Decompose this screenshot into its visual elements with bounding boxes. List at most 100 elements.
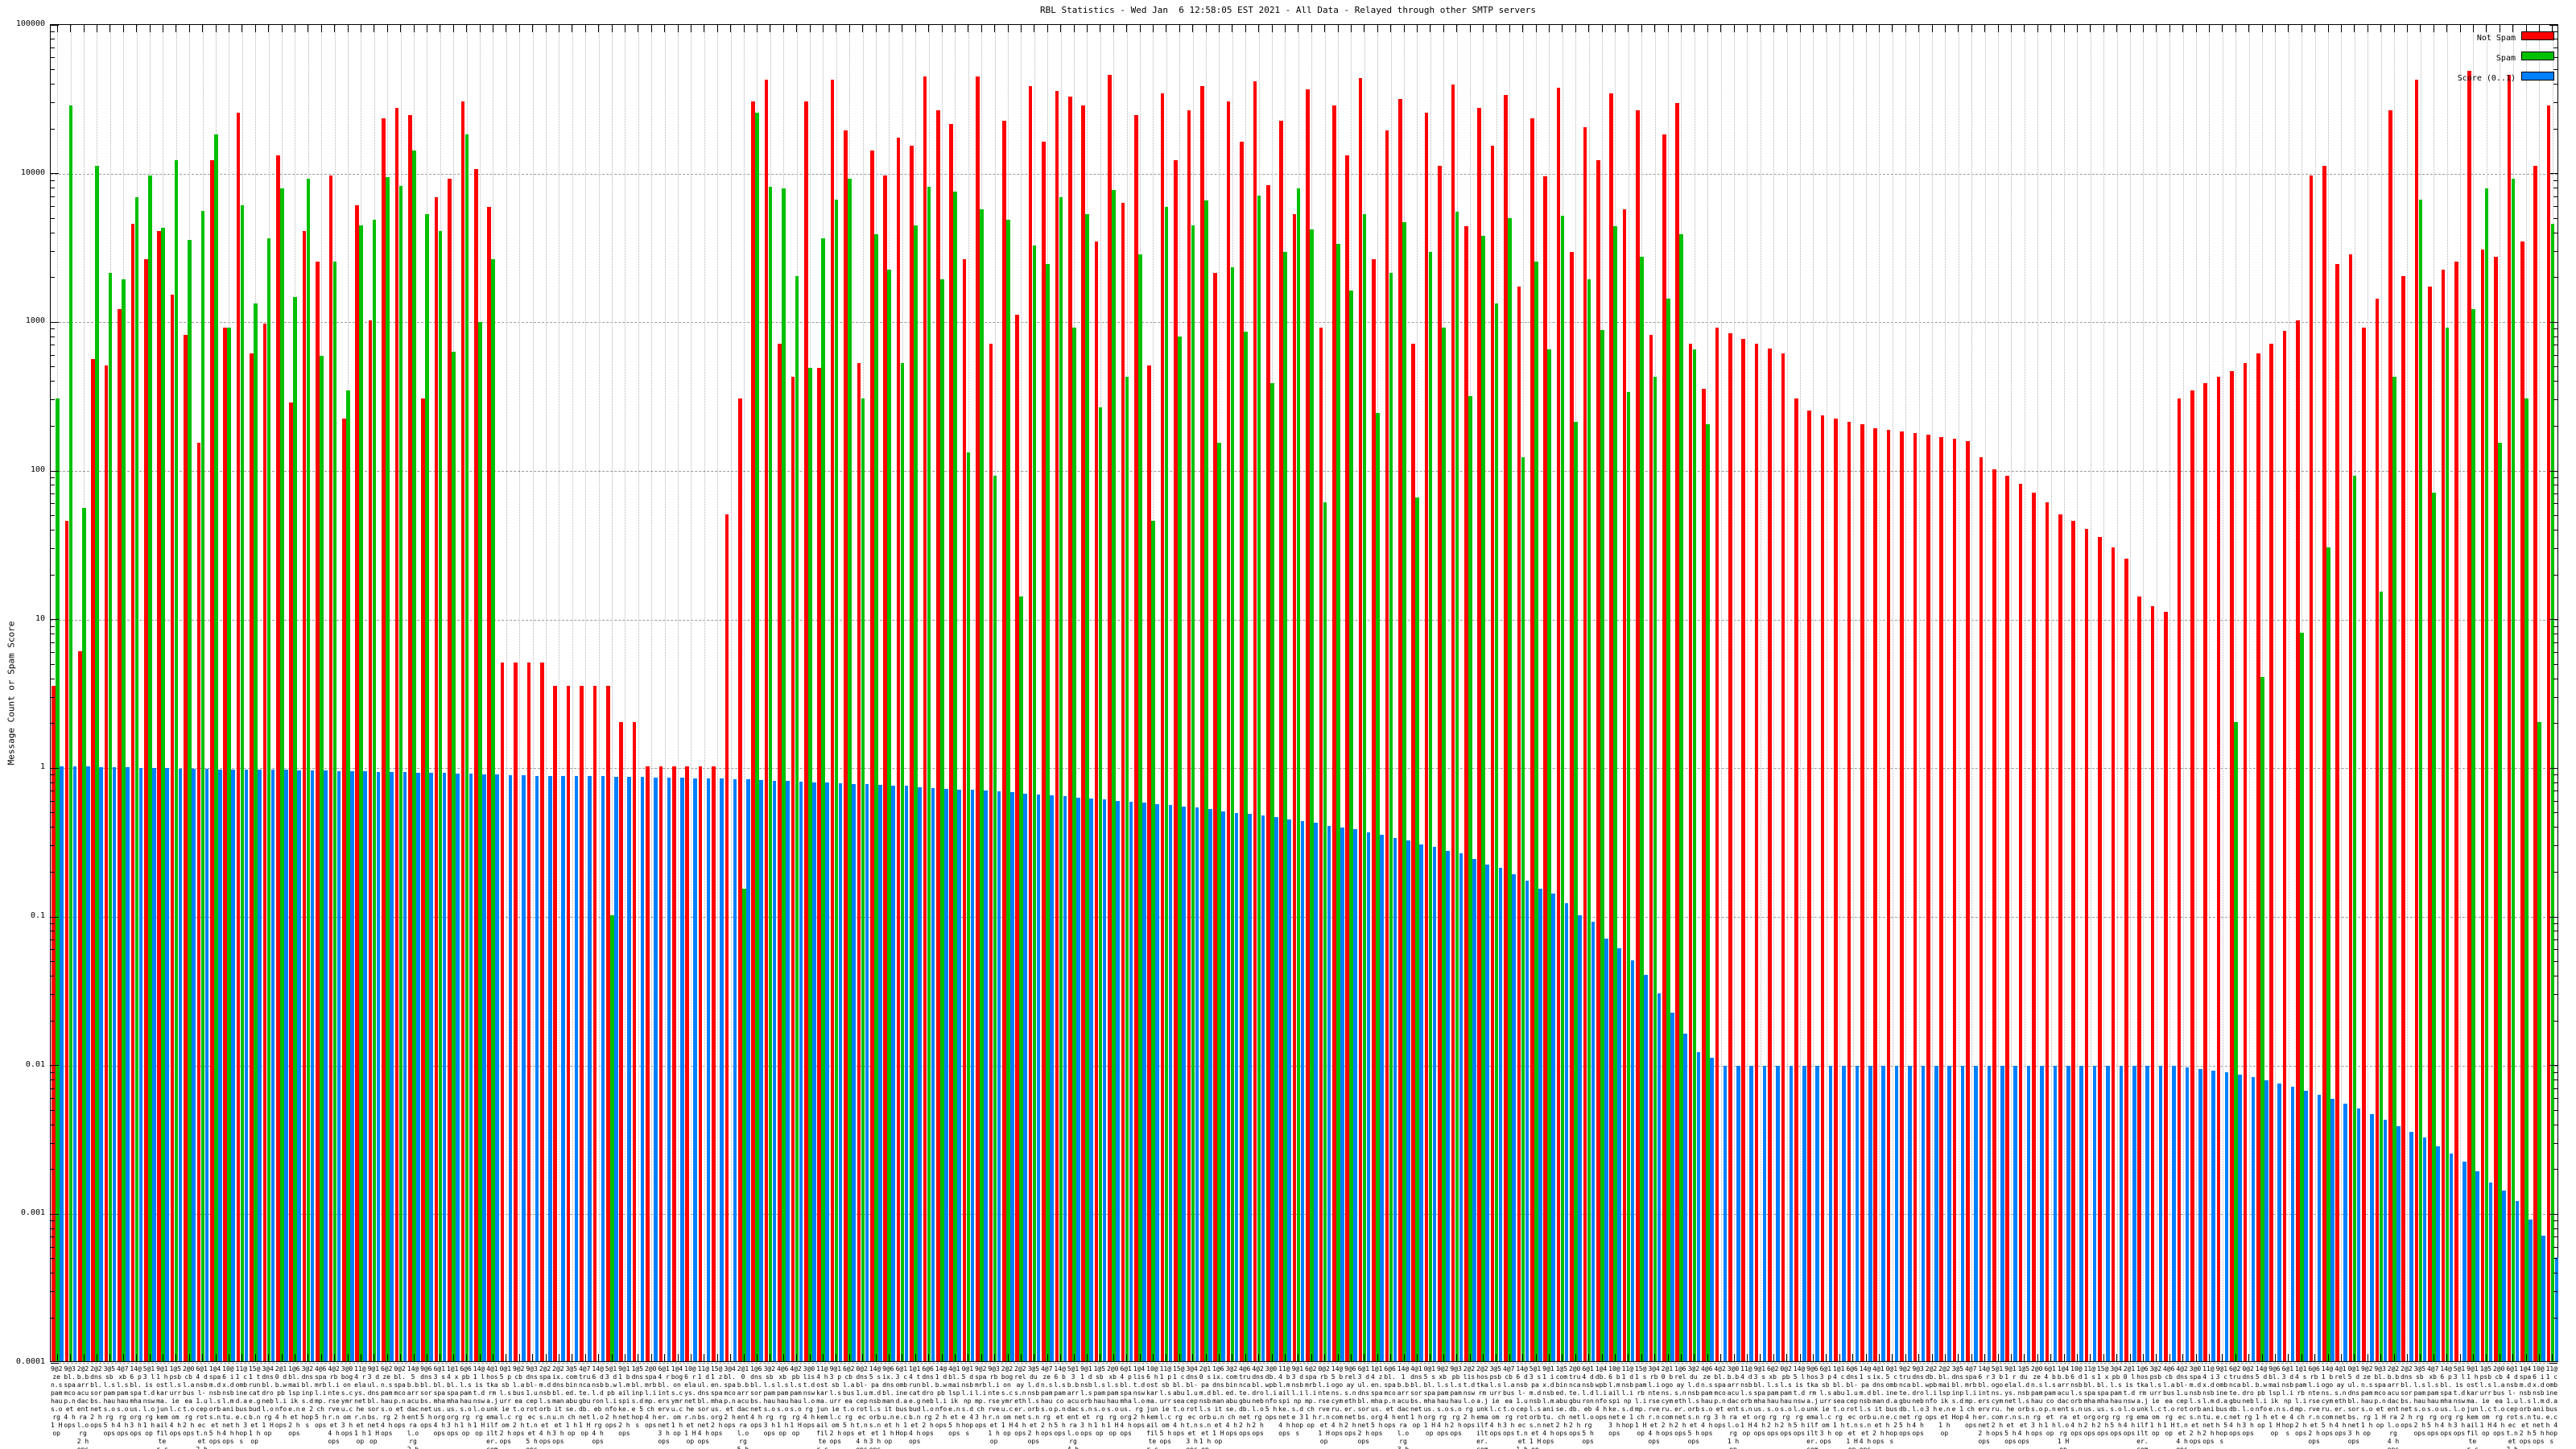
x-cluster-label: 9@11 hostkarma.junkemailfilter.com 1 hop [2467, 1365, 2479, 1449]
bar-score [310, 770, 315, 1361]
x-tick-top [1667, 25, 1669, 32]
bar-not-spam [2296, 320, 2300, 1361]
bar-not-spam [540, 663, 544, 1361]
bar-not-spam [1477, 108, 1481, 1361]
bar-not-spam [619, 721, 623, 1361]
bar-score [508, 774, 513, 1361]
x-tick-top [109, 25, 111, 32]
bar-score [1406, 840, 1410, 1361]
x-tick-bottom [2076, 1354, 2078, 1361]
x-tick-bottom [2156, 1354, 2157, 1361]
bar-not-spam [2335, 264, 2339, 1361]
bar-score [1670, 1013, 1674, 1361]
bar-spam [2300, 632, 2304, 1361]
x-cluster-label: 1@5 dnsbl.inps.de 5 hops [631, 1365, 644, 1429]
bar-score [640, 777, 645, 1361]
x-tick-bottom [1324, 1354, 1326, 1361]
v-gridline [519, 25, 521, 1361]
x-cluster-label: 1@4 bogons.cymru.com 1 hop [671, 1365, 683, 1437]
y-minor-tick-right [2553, 180, 2557, 181]
bar-score [1960, 1066, 1965, 1361]
x-cluster-label: 4@7 zen.spamhaus.org 2 hops [1040, 1365, 1053, 1437]
bar-spam [1336, 243, 1340, 1361]
bar-score [350, 771, 354, 1361]
bar-score [1881, 1066, 1885, 1361]
y-minor-tick-right [2553, 1098, 2557, 1100]
x-cluster-label: 0@2 pbl.spamhaus.org 2 hops [1780, 1365, 1792, 1437]
x-cluster-label: 1@14 spamrbl.imp.ch 2 hops [2294, 1365, 2307, 1437]
bar-not-spam [2190, 390, 2194, 1361]
x-tick-top [1020, 25, 1022, 32]
bar-score [601, 776, 605, 1361]
x-cluster-label: 2@2 dnsbl.sorbs.net 2 hops [90, 1365, 102, 1429]
x-cluster-label: 2@2 ix.dnsbl.manitu.net 3 hops [552, 1365, 564, 1445]
x-cluster-label: 4@6 xbl.spamhaus.org 1 hop [776, 1365, 789, 1437]
bar-score [2343, 1104, 2347, 1361]
v-gridline [2460, 25, 2461, 1361]
bar-not-spam [144, 258, 148, 1361]
x-tick-bottom [1192, 1354, 1194, 1361]
bar-not-spam [1754, 343, 1759, 1361]
x-cluster-label: 14@1 b.barracudacentral.org 3 hops [1397, 1365, 1410, 1449]
x-tick-top [1179, 25, 1180, 32]
y-minor-tick-right [2553, 515, 2557, 517]
bar-spam [200, 210, 205, 1361]
x-tick-top [980, 25, 982, 32]
bar-score [2475, 1170, 2479, 1361]
y-major-tick-left [51, 619, 59, 621]
x-tick-bottom [875, 1354, 877, 1361]
x-tick-bottom [809, 1354, 811, 1361]
bar-not-spam [78, 650, 82, 1361]
x-cluster-label: 9@6 dnsbl.sorbs.net 5 hops [420, 1365, 432, 1429]
bar-not-spam [1068, 97, 1072, 1361]
bar-score [1538, 889, 1542, 1361]
bar-score [1195, 807, 1199, 1361]
bar-score [522, 774, 526, 1361]
y-minor-tick-left [51, 696, 55, 698]
bar-not-spam [1424, 113, 1429, 1361]
x-tick-top [1654, 25, 1656, 32]
y-minor-tick-left [51, 812, 55, 814]
bar-score [244, 769, 249, 1361]
v-gridline [1813, 25, 1814, 1361]
bar-not-spam [1952, 439, 1957, 1361]
y-minor-tick-right [2553, 696, 2557, 698]
x-tick-top [1324, 25, 1326, 32]
bar-not-spam [2467, 70, 2471, 1361]
y-minor-tick-left [51, 939, 55, 941]
bar-spam [821, 237, 825, 1361]
x-tick-top [2129, 25, 2131, 32]
x-tick-top [1509, 25, 1510, 32]
bar-not-spam [52, 685, 56, 1361]
x-tick-top [2208, 25, 2210, 32]
bar-not-spam [1464, 226, 1468, 1361]
x-tick-top [1786, 25, 1788, 32]
x-tick-bottom [1377, 1354, 1378, 1361]
bar-spam [782, 188, 786, 1361]
x-cluster-label: 6@2 spamrbl.imp.ch 1 hop [1304, 1365, 1317, 1429]
x-tick-bottom [2169, 1354, 2170, 1361]
bar-score [1987, 1066, 1992, 1361]
bar-not-spam [1939, 436, 1943, 1361]
x-cluster-label: 14@6 pbl.spamhaus.org 3 hops [130, 1365, 142, 1437]
bar-score [1710, 1058, 1714, 1361]
v-gridline [664, 25, 666, 1361]
h-gridline [51, 768, 2557, 770]
bar-score [1459, 853, 1463, 1361]
x-tick-bottom [941, 1354, 943, 1361]
x-tick-top [149, 25, 151, 32]
bar-spam [1310, 229, 1314, 1361]
x-cluster-label: 6@13 dul.dnsbl.sorbs.net 2 hops [1357, 1365, 1370, 1445]
bar-score [1749, 1066, 1753, 1361]
bar-spam [254, 303, 258, 1361]
bar-score [1578, 915, 1582, 1361]
bar-score [416, 772, 420, 1361]
x-cluster-label: 3@4 dnsbl-1.uceprotect.net 3 hops [1186, 1365, 1198, 1449]
v-gridline [2116, 25, 2118, 1361]
bar-not-spam [566, 685, 571, 1361]
v-gridline [2130, 25, 2131, 1361]
x-cluster-label: 14@1 spam.dnsbl.sorbs.net 4 hops [1859, 1365, 1872, 1449]
bar-score [759, 780, 763, 1361]
y-minor-tick-left [51, 1020, 55, 1022]
bar-not-spam [883, 175, 887, 1361]
